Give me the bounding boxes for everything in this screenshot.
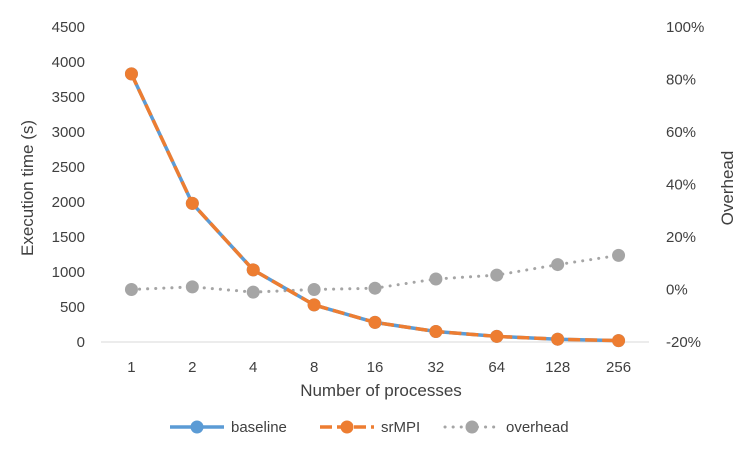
x-tick-label: 8: [310, 359, 318, 376]
y-tick-label: 0: [77, 334, 85, 351]
overhead-point: [185, 280, 199, 294]
overhead-point: [490, 268, 504, 282]
y-tick-label: 4000: [52, 54, 85, 71]
series-baseline: [124, 67, 626, 348]
series-layer: [124, 67, 626, 348]
overhead-point: [246, 285, 260, 299]
legend-swatch-marker: [190, 420, 204, 434]
legend-item-baseline: baseline: [170, 419, 287, 436]
srMPI-line: [129, 73, 619, 343]
left-axis-ticks: 0 500 1000 1500 2000 2500 3000 3500 4000 4500: [52, 19, 85, 351]
srMPI-point: [307, 298, 321, 312]
srMPI-point: [490, 329, 504, 343]
x-tick-label: 1: [127, 359, 135, 376]
y-tick-label: 1500: [52, 229, 85, 246]
srMPI-point: [429, 325, 443, 338]
x-tick-label: 128: [545, 359, 570, 376]
y2-tick-label: 100%: [666, 19, 704, 36]
overhead-point: [612, 248, 626, 262]
right-axis-ticks: -20% 0% 20% 40% 60% 80% 100%: [666, 19, 704, 351]
y2-tick-label: 20%: [666, 229, 696, 246]
overhead-point: [307, 283, 321, 296]
legend-label: baseline: [231, 419, 287, 436]
y2-tick-label: -20%: [666, 334, 701, 351]
y-tick-label: 4500: [52, 19, 85, 36]
legend: baseline srMPI overhead: [170, 419, 569, 436]
y2-tick-label: 60%: [666, 124, 696, 141]
legend-label: overhead: [506, 419, 569, 436]
srMPI-point: [246, 263, 260, 277]
baseline-line: [129, 73, 619, 343]
y-tick-label: 3000: [52, 124, 85, 141]
overhead-point: [429, 272, 443, 286]
y2-axis-title: Overhead: [718, 151, 737, 226]
x-tick-label: 256: [606, 359, 631, 376]
srMPI-point: [185, 196, 199, 210]
y-axis-title: Execution time (s): [18, 120, 37, 256]
x-axis-ticks: 1 2 4 8 16 32 64 128 256: [127, 359, 631, 376]
y-tick-label: 3500: [52, 89, 85, 106]
x-tick-label: 64: [488, 359, 505, 376]
y2-tick-label: 80%: [666, 72, 696, 89]
x-tick-label: 16: [367, 359, 384, 376]
y-tick-label: 2500: [52, 159, 85, 176]
legend-item-srMPI: srMPI: [320, 419, 420, 436]
y2-tick-label: 40%: [666, 177, 696, 194]
srMPI-point: [551, 332, 565, 346]
y-tick-label: 500: [60, 299, 85, 316]
legend-item-overhead: overhead: [443, 419, 569, 436]
y-tick-label: 2000: [52, 194, 85, 211]
overhead-point: [124, 283, 138, 296]
overhead-point: [368, 281, 382, 295]
series-srMPI: [124, 67, 626, 348]
series-overhead: [124, 248, 626, 299]
x-tick-label: 32: [428, 359, 445, 376]
srMPI-point: [124, 67, 138, 81]
x-axis-title: Number of processes: [300, 381, 462, 400]
x-tick-label: 4: [249, 359, 257, 376]
y-tick-label: 1000: [52, 264, 85, 281]
legend-swatch-marker: [465, 420, 479, 434]
legend-swatch-marker: [340, 420, 354, 434]
overhead-point: [551, 258, 565, 272]
x-tick-label: 2: [188, 359, 196, 376]
srMPI-point: [368, 315, 382, 329]
legend-label: srMPI: [381, 419, 420, 436]
srMPI-point: [612, 334, 626, 348]
y2-tick-label: 0%: [666, 282, 688, 299]
